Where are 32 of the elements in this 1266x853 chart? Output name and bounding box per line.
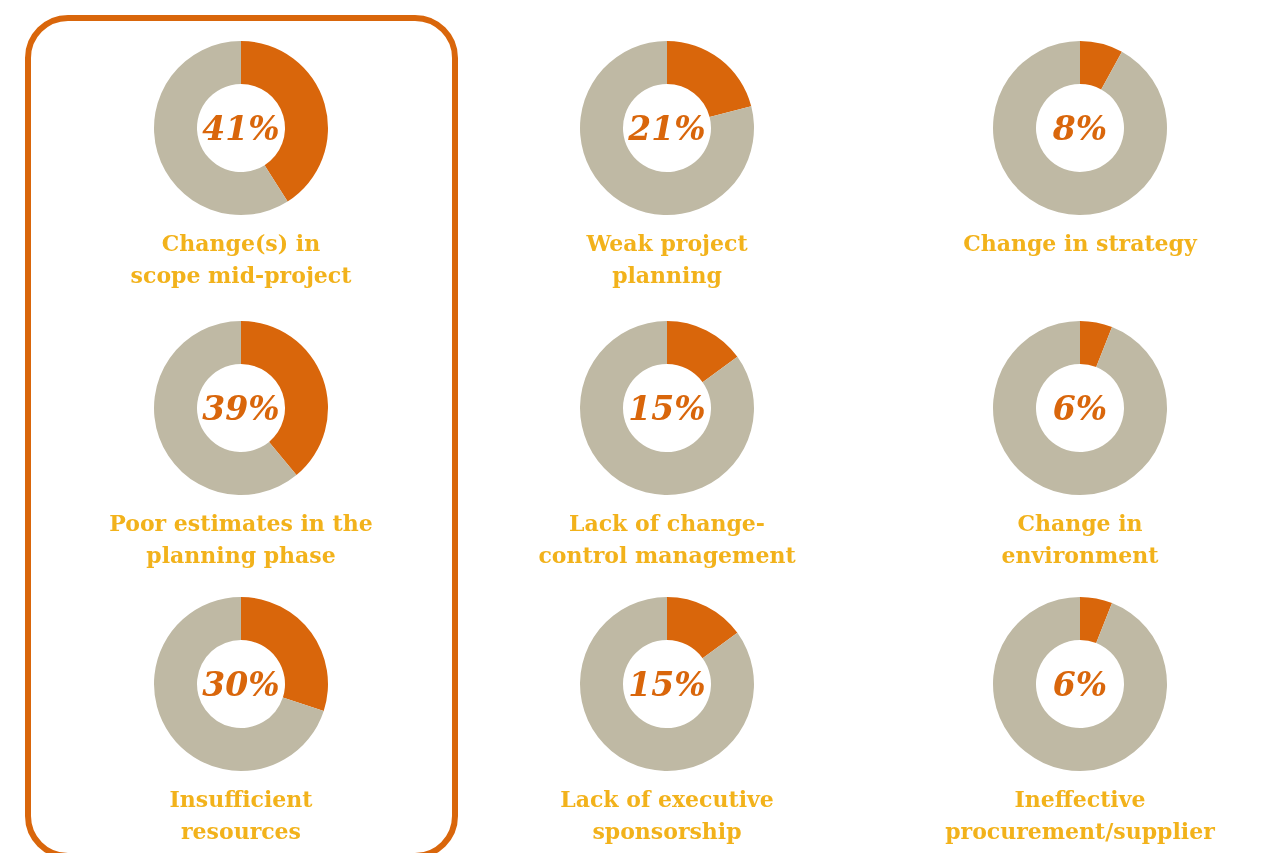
text: 41% xyxy=(202,109,280,148)
donut-slice xyxy=(993,597,1167,771)
text: Poor estimates in the planning phase xyxy=(109,510,373,568)
donut-slice xyxy=(1080,41,1122,90)
text: Weak project planning xyxy=(585,230,749,288)
donut-slice xyxy=(1080,321,1113,368)
text: 8% xyxy=(1051,109,1108,148)
donut-slice xyxy=(154,41,288,215)
donut-slice xyxy=(580,321,754,495)
donut-slice xyxy=(154,321,297,495)
donut-slice xyxy=(154,597,324,771)
text: 15% xyxy=(628,389,706,428)
text: Insufficient resources xyxy=(169,786,314,844)
text: Lack of change- control management xyxy=(538,510,797,568)
donut-slice xyxy=(1080,597,1113,644)
text: 39% xyxy=(202,389,280,428)
text: Ineffective procurement/supplier xyxy=(945,786,1216,844)
text: 6% xyxy=(1052,389,1108,428)
text: Change in strategy xyxy=(963,230,1198,256)
text: 30% xyxy=(202,665,280,704)
text: 21% xyxy=(627,109,706,148)
donut-slice xyxy=(667,597,738,659)
text: 15% xyxy=(628,665,706,704)
text: Change(s) in scope mid-project xyxy=(130,230,353,288)
donut-slice xyxy=(580,41,754,215)
donut-slice xyxy=(993,321,1167,495)
text: Lack of executive sponsorship xyxy=(560,786,774,844)
donut-slice xyxy=(993,41,1167,215)
text: 6% xyxy=(1052,665,1108,704)
text: Change in environment xyxy=(1001,510,1160,568)
donut-slice xyxy=(667,321,738,383)
donut-slice xyxy=(580,597,754,771)
